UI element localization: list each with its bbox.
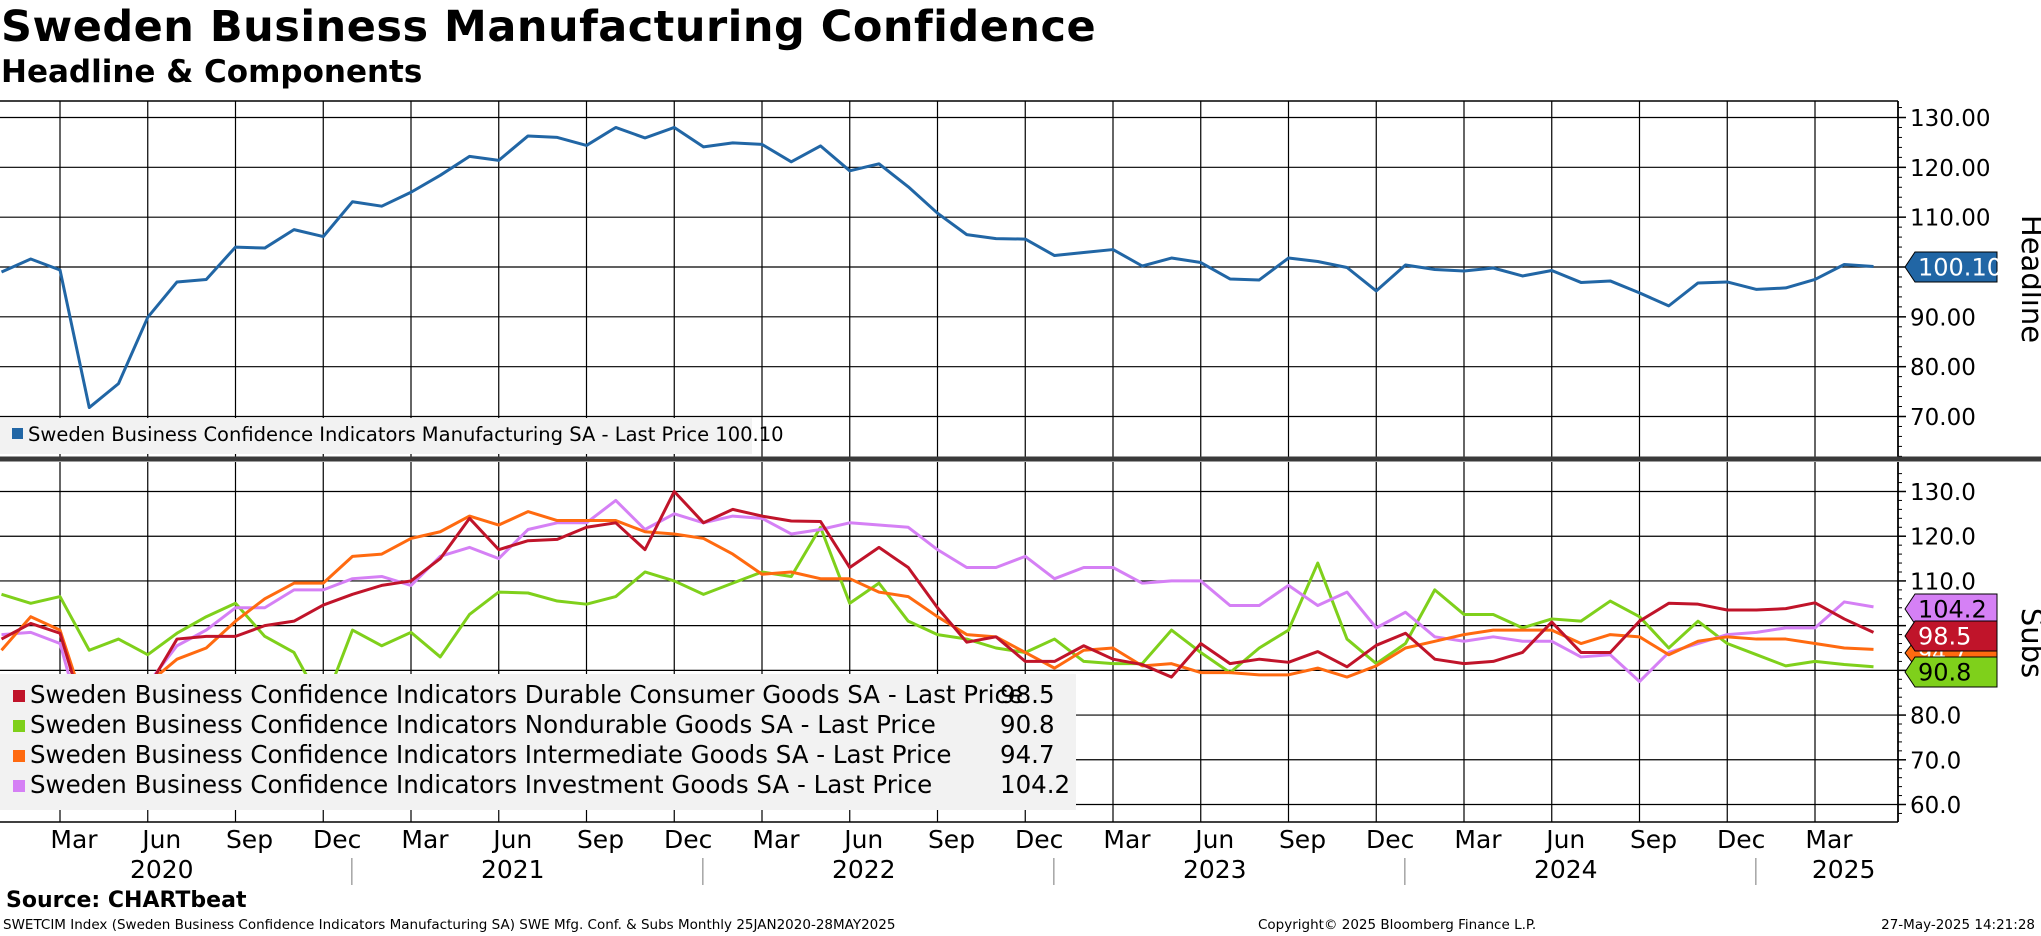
series-line (0, 125, 1874, 410)
x-tick-label: Mar (752, 825, 800, 854)
y-tick-label: 60.0 (1910, 793, 1961, 819)
legend-box (0, 674, 1076, 810)
x-tick-label: Jun (491, 825, 532, 854)
y-tick-label: 80.00 (1910, 355, 1976, 381)
legend-label: Sweden Business Confidence Indicators In… (30, 770, 932, 799)
last-value-tag (1904, 593, 1998, 625)
legend-swatch (13, 690, 25, 702)
legend-label: Sweden Business Confidence Indicators Ma… (28, 423, 784, 446)
x-tick-label: Jun (1193, 825, 1234, 854)
x-tick-label: Mar (1805, 825, 1853, 854)
x-tick-label: Sep (577, 825, 624, 854)
last-value-label: 98.5 (1918, 623, 1971, 651)
x-tick-label: Dec (664, 825, 712, 854)
y-tick-label: 120.0 (1910, 525, 1976, 551)
x-tick-label: Jun (140, 825, 181, 854)
panel-separator (0, 456, 2041, 462)
x-year-label: 2022 (832, 855, 896, 884)
chart-subtitle: Headline & Components (1, 54, 423, 90)
source-note: Source: CHARTbeat (6, 888, 247, 913)
y-axis-title: Headline (2015, 215, 2041, 343)
last-value-tag (1904, 251, 1998, 283)
legend-value: 94.7 (1000, 740, 1055, 769)
x-tick-label: Jun (842, 825, 883, 854)
legend-value: 104.2 (1000, 770, 1070, 799)
y-tick-label: 110.0 (1910, 569, 1976, 595)
last-value-tag (1904, 620, 1998, 652)
legend-box (0, 418, 752, 454)
legend-label: Sweden Business Confidence Indicators No… (30, 710, 936, 739)
y-tick-label: 130.0 (1910, 480, 1976, 506)
legend-layer: Sweden Business Confidence Indicators Ma… (0, 418, 1076, 810)
last-value-label: 90.8 (1918, 659, 1971, 687)
x-tick-label: Dec (1366, 825, 1414, 854)
legend-label: Sweden Business Confidence Indicators Du… (30, 680, 1023, 709)
last-value-tag (1904, 656, 1998, 688)
x-tick-label: Sep (226, 825, 273, 854)
y-axis-title: Subs (2015, 608, 2041, 678)
footer-timestamp: 27-May-2025 14:21:28 (1881, 917, 2035, 933)
y-tick-label: 70.0 (1910, 748, 1961, 774)
legend-swatch (13, 720, 25, 732)
y-tick-label: 70.00 (1910, 405, 1976, 431)
x-tick-label: Sep (1279, 825, 1326, 854)
x-year-label: 2021 (481, 855, 545, 884)
x-tick-label: Dec (313, 825, 361, 854)
footer-copyright: Copyright© 2025 Bloomberg Finance L.P. (1258, 917, 1537, 933)
series-line (0, 490, 1875, 733)
x-tick-label: Sep (1630, 825, 1677, 854)
y-tick-label: 130.00 (1910, 106, 1990, 132)
x-year-label: 2020 (130, 855, 194, 884)
legend-swatch (13, 750, 25, 762)
legend-label: Sweden Business Confidence Indicators In… (30, 740, 951, 769)
x-tick-label: Dec (1717, 825, 1765, 854)
x-year-label: 2025 (1812, 855, 1876, 884)
last-value-label: 104.2 (1918, 596, 1987, 624)
chart-title: Sweden Business Manufacturing Confidence (1, 2, 1097, 52)
y-tick-label: 90.00 (1910, 305, 1976, 331)
y-tick-label: 110.00 (1910, 206, 1990, 232)
x-tick-label: Mar (50, 825, 98, 854)
x-tick-label: Mar (401, 825, 449, 854)
legend-swatch (13, 780, 25, 792)
y-tick-label: 120.00 (1910, 156, 1990, 182)
x-tick-label: Mar (1103, 825, 1151, 854)
legend-value: 98.5 (1000, 680, 1055, 709)
series-line (1, 498, 1874, 751)
x-year-label: 2023 (1183, 855, 1247, 884)
series-line (0, 510, 1874, 722)
legend-swatch (12, 428, 23, 439)
x-tick-label: Jun (1544, 825, 1585, 854)
x-tick-label: Mar (1454, 825, 1502, 854)
footer-index-description: SWETCIM Index (Sweden Business Confidenc… (3, 917, 896, 933)
x-tick-label: Sep (928, 825, 975, 854)
legend-value: 90.8 (1000, 710, 1055, 739)
x-year-label: 2024 (1534, 855, 1598, 884)
y-tick-label: 80.0 (1910, 704, 1961, 730)
last-value-label: 100.10 (1918, 254, 2002, 282)
x-tick-label: Dec (1015, 825, 1063, 854)
